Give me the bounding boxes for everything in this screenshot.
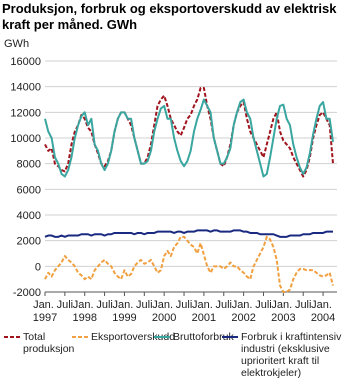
series-line [44, 98, 334, 178]
chart-title: Produksjon, forbruk og eksportoverskudd … [2, 1, 337, 32]
legend: Total produksjon Eksportoverskudd Bruttofo… [0, 331, 355, 391]
legend-item: Forbruk i kraftintensiv industri (eksklu… [222, 331, 355, 379]
x-tick-label: Juli [255, 299, 272, 311]
series-line [44, 229, 333, 238]
y-tick-label: -2000 [13, 287, 41, 299]
legend-label: Forbruk i kraftintensiv industri (eksklu… [241, 331, 342, 379]
y-tick-label: 2000 [17, 236, 41, 248]
y-tick-label: 0 [35, 261, 41, 273]
y-tick-label: 10000 [10, 133, 41, 145]
y-tick-label: 4000 [17, 210, 41, 222]
legend-item: Total produksjon [4, 331, 81, 355]
x-tick-label: Jan. 2001 [192, 299, 216, 324]
x-tick-label: Juli [176, 299, 193, 311]
legend-label: Eksportoverskudd [91, 331, 176, 343]
legend-label: Bruttoforbruk [173, 331, 234, 343]
y-tick-label: 14000 [10, 82, 41, 94]
series-line [44, 235, 334, 293]
x-tick-label: Juli [136, 299, 153, 311]
y-axis-label: GWh [4, 38, 29, 50]
legend-label: Total produksjon [23, 331, 75, 355]
x-tick-label: Jan. 2003 [271, 299, 295, 324]
x-tick-label: Juli [57, 299, 74, 311]
y-tick-label: 12000 [10, 107, 41, 119]
x-tick-label: Jan. 2004 [311, 299, 335, 324]
y-tick-label: 16000 [10, 56, 41, 68]
x-tick-label: Juli [216, 299, 233, 311]
x-tick-label: Jan. 2002 [231, 299, 255, 324]
legend-item: Bruttoforbruk [154, 331, 234, 343]
chart: GWh -2000 0 2000 4000 6000 8000 10000 12000 1400… [4, 38, 337, 324]
x-tick-label: Jan. 1998 [72, 299, 96, 324]
x-tick-label: Jan. 1999 [112, 299, 136, 324]
x-tick-label: Juli [295, 299, 312, 311]
legend-item: Eksportoverskudd [72, 331, 176, 343]
x-tick-label: Jan. 1997 [33, 299, 57, 324]
x-tick-label: Jan. 2000 [152, 299, 176, 324]
series-line [44, 86, 334, 178]
y-tick-label: 6000 [17, 184, 41, 196]
x-tick-label: Juli [96, 299, 113, 311]
y-tick-label: 8000 [17, 159, 41, 171]
